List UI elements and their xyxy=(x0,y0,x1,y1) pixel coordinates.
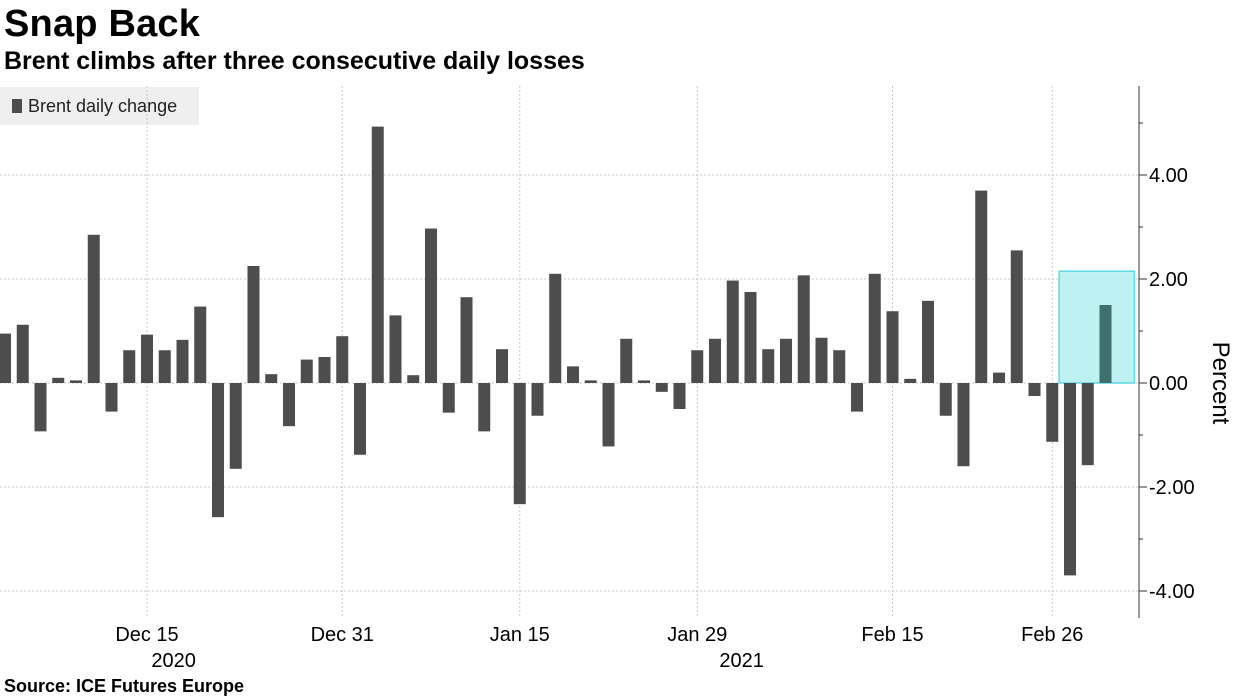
bar xyxy=(939,383,952,416)
bar xyxy=(34,383,47,432)
bar xyxy=(638,380,650,383)
source-note: Source: ICE Futures Europe xyxy=(4,676,245,696)
bar xyxy=(52,377,65,383)
y-axis-label: Percent xyxy=(1207,342,1234,425)
x-tick-label: Dec 31 xyxy=(311,624,374,646)
highlight-box xyxy=(1058,270,1136,384)
bar xyxy=(922,300,934,383)
bar xyxy=(371,126,384,383)
bar xyxy=(354,383,366,455)
bar xyxy=(762,349,775,383)
bar xyxy=(549,273,562,383)
bar xyxy=(584,380,597,383)
bar xyxy=(744,292,757,383)
x-axis: Dec 15 Dec 31 Jan 15 Jan 29 Feb 15 Feb 26 2020… xyxy=(115,624,1083,672)
x-year-label: 2021 xyxy=(719,650,764,672)
y-axis: 4.00 2.00 0.00 -2.00 -4.00 Percent xyxy=(1138,86,1234,618)
bar xyxy=(141,334,153,383)
bar xyxy=(691,350,704,383)
bar xyxy=(283,383,295,427)
bar xyxy=(780,338,792,383)
bar xyxy=(815,337,828,383)
x-tick-label: Feb 15 xyxy=(861,624,923,646)
bar xyxy=(975,190,988,383)
bar xyxy=(1081,383,1094,466)
bars xyxy=(0,126,1112,576)
bar xyxy=(531,383,544,416)
bar xyxy=(496,349,508,383)
bar xyxy=(957,383,970,467)
bar xyxy=(389,315,402,383)
bar xyxy=(513,383,526,505)
bar xyxy=(1028,383,1041,396)
bar xyxy=(105,383,118,412)
legend-label: Brent daily change xyxy=(28,95,178,116)
bar xyxy=(212,383,224,518)
bar xyxy=(567,366,579,383)
bar xyxy=(318,357,331,383)
bar xyxy=(16,324,29,383)
bar xyxy=(886,311,899,383)
bar xyxy=(851,383,863,412)
chart-subtitle: Brent climbs after three consecutive dai… xyxy=(4,47,585,75)
x-tick-label: Dec 15 xyxy=(115,624,178,646)
bar xyxy=(1010,250,1023,383)
bar xyxy=(709,338,721,383)
bar xyxy=(158,350,171,383)
y-tick-label: -2.00 xyxy=(1149,477,1195,499)
bar xyxy=(123,350,136,383)
bar xyxy=(70,380,82,383)
y-tick-label: 2.00 xyxy=(1149,269,1188,291)
bar xyxy=(265,374,278,383)
bar xyxy=(478,383,491,432)
bar xyxy=(673,383,686,409)
bar xyxy=(0,333,11,383)
bar xyxy=(726,280,739,383)
bar xyxy=(336,336,349,383)
bar xyxy=(833,350,846,383)
bar xyxy=(407,375,420,383)
bar xyxy=(300,359,313,383)
highlight-region xyxy=(1058,270,1136,384)
bar xyxy=(247,266,260,383)
bar xyxy=(797,275,810,383)
bar xyxy=(868,273,881,383)
bar xyxy=(460,297,473,383)
bar xyxy=(904,378,917,383)
bar xyxy=(1099,305,1112,383)
bar xyxy=(655,383,668,392)
bar xyxy=(176,339,189,383)
y-tick-label: 0.00 xyxy=(1149,373,1188,395)
bar xyxy=(1064,383,1076,576)
vertical-gridlines xyxy=(146,86,1053,618)
chart-title: Snap Back xyxy=(4,3,201,45)
x-tick-label: Feb 26 xyxy=(1021,624,1083,646)
bar xyxy=(194,306,207,383)
bar xyxy=(993,372,1005,383)
bar xyxy=(1046,383,1059,442)
x-year-label: 2020 xyxy=(151,650,196,672)
y-tick-label: -4.00 xyxy=(1149,581,1195,603)
bar xyxy=(425,228,437,383)
bar xyxy=(87,234,100,383)
bar xyxy=(620,338,633,383)
bar xyxy=(229,383,242,469)
y-tick-label: 4.00 xyxy=(1149,165,1188,187)
x-tick-label: Jan 15 xyxy=(490,624,550,646)
legend: Brent daily change xyxy=(0,87,199,125)
bar xyxy=(602,383,615,447)
x-tick-label: Jan 29 xyxy=(667,624,727,646)
legend-swatch xyxy=(12,99,22,113)
bar xyxy=(442,383,455,413)
